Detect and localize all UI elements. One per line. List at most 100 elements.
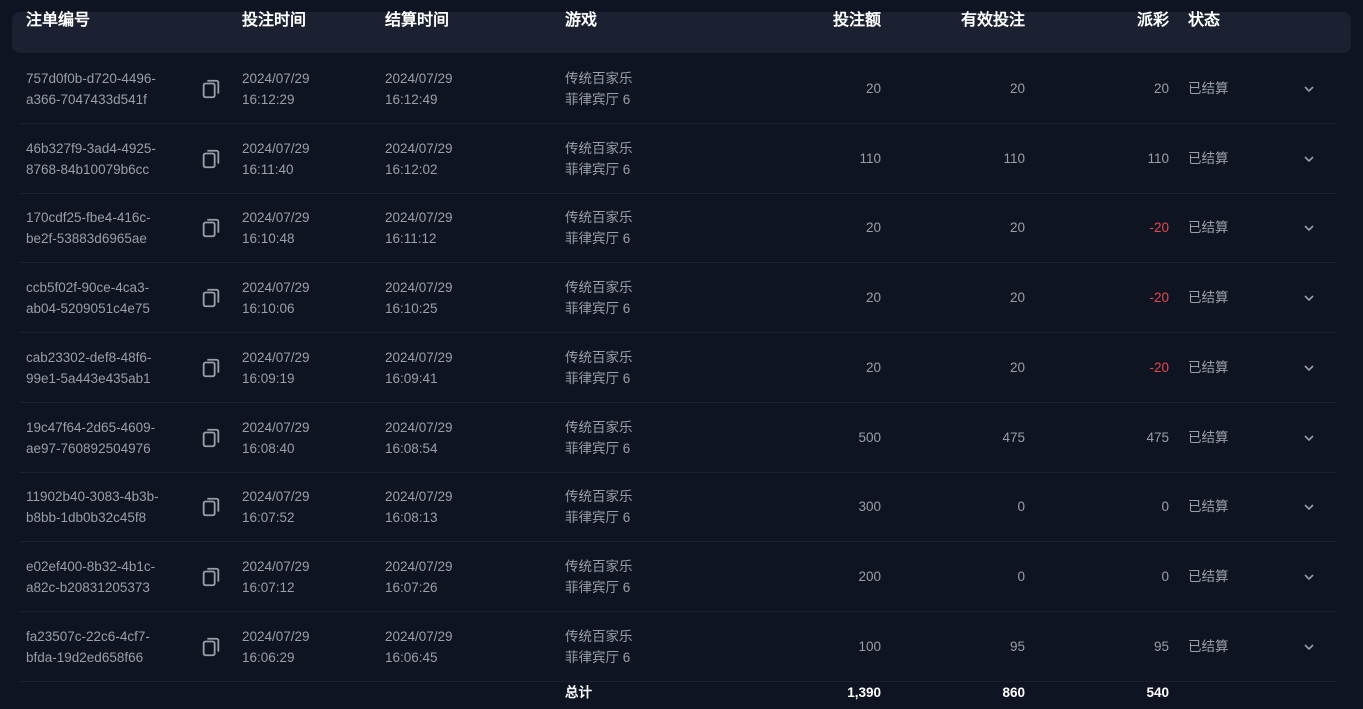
header-payout: 派彩: [1136, 12, 1169, 29]
copy-icon[interactable]: [200, 287, 222, 309]
bet-amount: 300: [858, 499, 881, 515]
copy-icon[interactable]: [200, 148, 222, 170]
valid-bet: 110: [1003, 150, 1025, 166]
row-divider: [20, 262, 1336, 264]
settle-time: 2024/07/29 16:09:41: [385, 347, 453, 389]
bet-id: ccb5f02f-90ce-4ca3- ab04-5209051c4e75: [26, 277, 150, 319]
table-row[interactable]: 170cdf25-fbe4-416c-be2f-53883d6965ae 202…: [0, 193, 1336, 264]
bet-id-line2: a82c-b20831205373: [26, 579, 150, 595]
valid-bet: 0: [1017, 499, 1025, 515]
row-divider: [20, 610, 1336, 612]
bet-clock: 16:11:40: [242, 161, 294, 177]
table-header: [12, 12, 1351, 53]
copy-icon[interactable]: [200, 78, 222, 100]
status-badge: 已结算: [1188, 359, 1229, 375]
settle-clock: 16:08:13: [385, 510, 438, 526]
table-row[interactable]: 757d0f0b-d720-4496- a366-7047433d541f 202…: [0, 54, 1336, 124]
chevron-down-icon[interactable]: [1302, 570, 1316, 584]
header-id: 注单编号: [26, 12, 91, 29]
payout: 0: [1161, 499, 1169, 515]
chevron-down-icon[interactable]: [1302, 500, 1316, 514]
bet-clock: 16:07:52: [242, 510, 295, 526]
bet-date: 2024/07/29: [242, 489, 310, 505]
bet-date: 2024/07/29: [242, 558, 310, 574]
bet-id-line1: e02ef400-8b32-4b1c-: [26, 558, 156, 574]
bet-id-line2: 8768-84b10079b6cc: [26, 161, 150, 177]
bet-time: 2024/07/29 16:11:40: [242, 138, 310, 180]
chevron-down-icon[interactable]: [1302, 640, 1316, 654]
table-row[interactable]: e02ef400-8b32-4b1c-a82c-b20831205373 202…: [0, 542, 1336, 612]
game: 传统百家乐 菲律宾厅 6: [565, 417, 633, 459]
settle-time: 2024/07/29 16:12:02: [385, 138, 453, 180]
settle-date: 2024/07/29: [385, 349, 453, 365]
copy-icon[interactable]: [200, 427, 222, 449]
bet-id-line1: ccb5f02f-90ce-4ca3-: [26, 280, 150, 296]
copy-icon[interactable]: [200, 357, 222, 379]
header-game: 游戏: [565, 12, 598, 29]
chevron-down-icon[interactable]: [1302, 291, 1316, 305]
bet-amount: 110: [859, 150, 881, 166]
settle-clock: 16:09:41: [385, 370, 438, 386]
bet-amount: 500: [858, 429, 881, 445]
valid-bet: 95: [1009, 638, 1025, 654]
bet-clock: 16:07:12: [242, 579, 295, 595]
settle-time: 2024/07/29 16:11:12: [385, 207, 453, 249]
settle-clock: 16:12:49: [385, 92, 438, 107]
table-row[interactable]: 19c47f64-2d65-4609- ae97-760892504976 202…: [0, 403, 1336, 473]
game-table: 菲律宾厅 6: [565, 370, 631, 386]
bet-date: 2024/07/29: [242, 628, 310, 644]
game-table: 菲律宾厅 6: [565, 440, 631, 456]
bet-time: 2024/07/29 16:06:29: [242, 626, 310, 668]
copy-icon[interactable]: [200, 636, 222, 658]
table-row[interactable]: 46b327f9-3ad4-4925- 8768-84b10079b6cc 202…: [0, 124, 1336, 194]
copy-icon[interactable]: [200, 566, 222, 588]
valid-bet: 20: [1009, 290, 1025, 306]
table-row[interactable]: fa23507c-22c6-4cf7- bfda-19d2ed658f66 202…: [0, 612, 1336, 682]
table-row[interactable]: 11902b40-3083-4b3b-b8bb-1db0b32c45f8 202…: [0, 472, 1336, 543]
valid-bet: 20: [1009, 359, 1025, 375]
copy-icon[interactable]: [200, 496, 222, 518]
payout: 110: [1147, 150, 1169, 166]
settle-time: 2024/07/29 16:10:25: [385, 277, 453, 319]
payout: -20: [1149, 359, 1169, 375]
payout: 475: [1146, 429, 1169, 445]
settle-clock: 16:08:54: [385, 440, 438, 456]
bet-clock: 16:12:29: [242, 92, 295, 107]
game: 传统百家乐 菲律宾厅 6: [565, 626, 633, 668]
payout: -20: [1149, 290, 1169, 306]
table-row[interactable]: ccb5f02f-90ce-4ca3- ab04-5209051c4e75 202…: [0, 263, 1336, 334]
bet-date: 2024/07/29: [242, 280, 310, 296]
payout: -20: [1149, 220, 1169, 236]
settle-date: 2024/07/29: [385, 280, 453, 296]
bet-id-line1: 46b327f9-3ad4-4925-: [26, 140, 156, 156]
table-row[interactable]: cab23302-def8-48f6- 99e1-5a443e435ab1 202…: [0, 333, 1336, 403]
bet-clock: 16:09:19: [242, 370, 295, 386]
settle-time: 2024/07/29 16:08:13: [385, 486, 453, 528]
chevron-down-icon[interactable]: [1302, 431, 1316, 445]
bet-date: 2024/07/29: [242, 419, 310, 435]
game-table: 菲律宾厅 6: [565, 579, 631, 595]
row-divider: [20, 123, 1336, 124]
settle-clock: 16:12:02: [385, 161, 438, 177]
bet-id-line2: bfda-19d2ed658f66: [26, 649, 144, 665]
bet-clock: 16:10:06: [242, 301, 295, 317]
chevron-down-icon[interactable]: [1302, 361, 1316, 375]
chevron-down-icon[interactable]: [1302, 152, 1316, 166]
bet-date: 2024/07/29: [242, 71, 310, 86]
bet-id-line1: 19c47f64-2d65-4609-: [26, 419, 156, 435]
chevron-down-icon[interactable]: [1302, 221, 1316, 235]
bet-clock: 16:06:29: [242, 649, 295, 665]
copy-icon[interactable]: [200, 217, 222, 239]
game: 传统百家乐 菲律宾厅 6: [565, 207, 633, 249]
game-name: 传统百家乐: [565, 628, 633, 644]
bet-amount: 20: [865, 81, 881, 96]
game-name: 传统百家乐: [565, 558, 633, 574]
settle-time: 2024/07/29 16:08:54: [385, 417, 453, 459]
chevron-down-icon[interactable]: [1302, 82, 1316, 96]
bet-id-line1: 757d0f0b-d720-4496-: [26, 71, 156, 86]
status-badge: 已结算: [1188, 638, 1229, 654]
bet-date: 2024/07/29: [242, 210, 310, 226]
bet-id-line2: b8bb-1db0b32c45f8: [26, 510, 147, 526]
bet-amount: 200: [858, 568, 881, 584]
valid-bet: 475: [1002, 429, 1025, 445]
